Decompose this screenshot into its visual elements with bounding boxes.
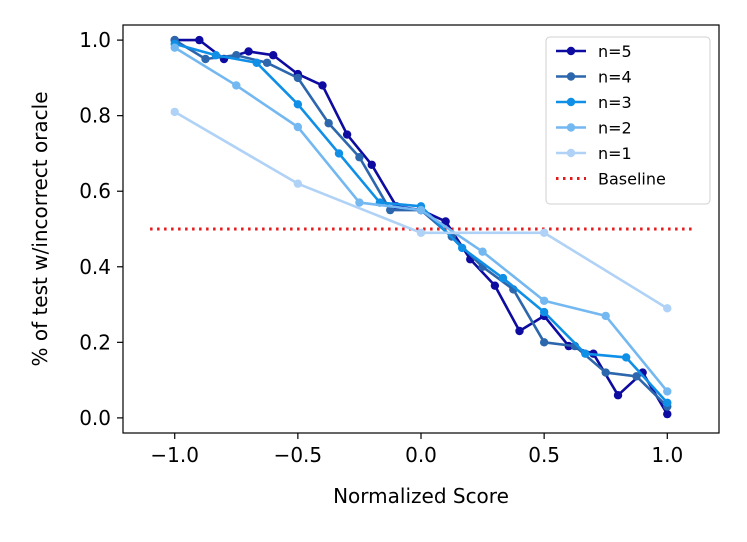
data-point: [539, 338, 549, 347]
data-point: [601, 311, 610, 321]
data-point: [324, 119, 333, 128]
legend-label: n=1: [598, 144, 632, 163]
legend-swatch-marker: [566, 72, 576, 81]
x-tick-label: 1.0: [651, 443, 683, 467]
data-point: [252, 58, 261, 67]
y-tick-label: 0.6: [79, 179, 111, 203]
data-point: [211, 51, 221, 60]
data-point: [663, 304, 672, 313]
data-point: [416, 205, 426, 215]
data-point: [201, 54, 210, 64]
data-point: [632, 372, 641, 381]
data-point: [539, 307, 549, 317]
data-point: [334, 149, 344, 158]
data-point: [262, 58, 272, 67]
y-tick-label: 0.4: [79, 255, 111, 279]
x-tick-label: 0.0: [405, 443, 437, 467]
legend-swatch-marker: [566, 148, 576, 158]
legend-item-n=4: n=4: [556, 68, 632, 87]
y-tick-label: 1.0: [79, 28, 111, 52]
data-point: [613, 391, 623, 400]
data-point: [386, 205, 395, 215]
data-point: [355, 153, 364, 162]
data-point: [663, 409, 672, 419]
legend-item-n=1: n=1: [556, 144, 632, 163]
data-point: [539, 296, 549, 305]
legend-label: Baseline: [598, 170, 666, 189]
data-point: [663, 398, 672, 407]
data-point: [515, 326, 524, 336]
plot-area: [150, 35, 692, 419]
data-point: [293, 179, 303, 188]
legend-label: n=4: [598, 68, 632, 87]
legend-label: n=3: [598, 93, 632, 112]
data-point: [367, 160, 376, 169]
legend-item-n=5: n=5: [556, 42, 632, 61]
legend-item-baseline: Baseline: [556, 170, 666, 189]
legend-label: n=2: [598, 119, 632, 138]
data-point: [170, 43, 179, 52]
data-point: [232, 81, 241, 90]
data-point: [293, 100, 303, 109]
legend-swatch-marker: [566, 97, 576, 107]
series-n=1: [170, 107, 672, 313]
y-tick-label: 0.8: [79, 104, 111, 128]
data-point: [441, 217, 450, 226]
data-point: [195, 35, 204, 45]
y-tick-label: 0.0: [79, 406, 111, 430]
legend-item-n=2: n=2: [556, 119, 632, 138]
data-point: [498, 273, 508, 283]
x-tick-label: 0.5: [528, 443, 560, 467]
y-axis-label: % of test w/incorrect oracle: [28, 91, 52, 366]
legend-box: [545, 36, 711, 205]
legend: n=5 n=4 n=3 n=2 n=1 Baseline: [545, 36, 711, 205]
data-point: [318, 81, 327, 90]
data-point: [342, 130, 352, 139]
legend-item-n=3: n=3: [556, 93, 632, 112]
series-n=2: [170, 43, 672, 396]
data-point: [601, 368, 610, 377]
data-point: [663, 387, 672, 396]
x-axis-label: Normalized Score: [333, 484, 509, 508]
data-point: [478, 247, 487, 256]
data-point: [170, 107, 179, 117]
data-point: [581, 349, 590, 358]
data-point: [293, 122, 303, 132]
x-tick-label: −0.5: [274, 443, 323, 467]
data-point: [269, 51, 278, 60]
x-tick-label: −1.0: [150, 443, 199, 467]
data-point: [355, 198, 364, 207]
data-point: [621, 353, 631, 362]
data-point: [293, 73, 303, 83]
data-point: [490, 281, 500, 290]
legend-swatch-marker: [566, 123, 576, 132]
legend-label: n=5: [598, 42, 632, 61]
ticks: −1.0 −0.5 0.0 0.5 1.0 0.0 0.2 0.4 0.6 0.8 1.0: [79, 28, 683, 467]
y-tick-label: 0.2: [79, 330, 111, 354]
data-point: [416, 228, 426, 237]
data-point: [244, 47, 253, 56]
data-point: [539, 228, 549, 237]
legend-swatch-marker: [566, 46, 576, 56]
data-point: [457, 243, 467, 253]
